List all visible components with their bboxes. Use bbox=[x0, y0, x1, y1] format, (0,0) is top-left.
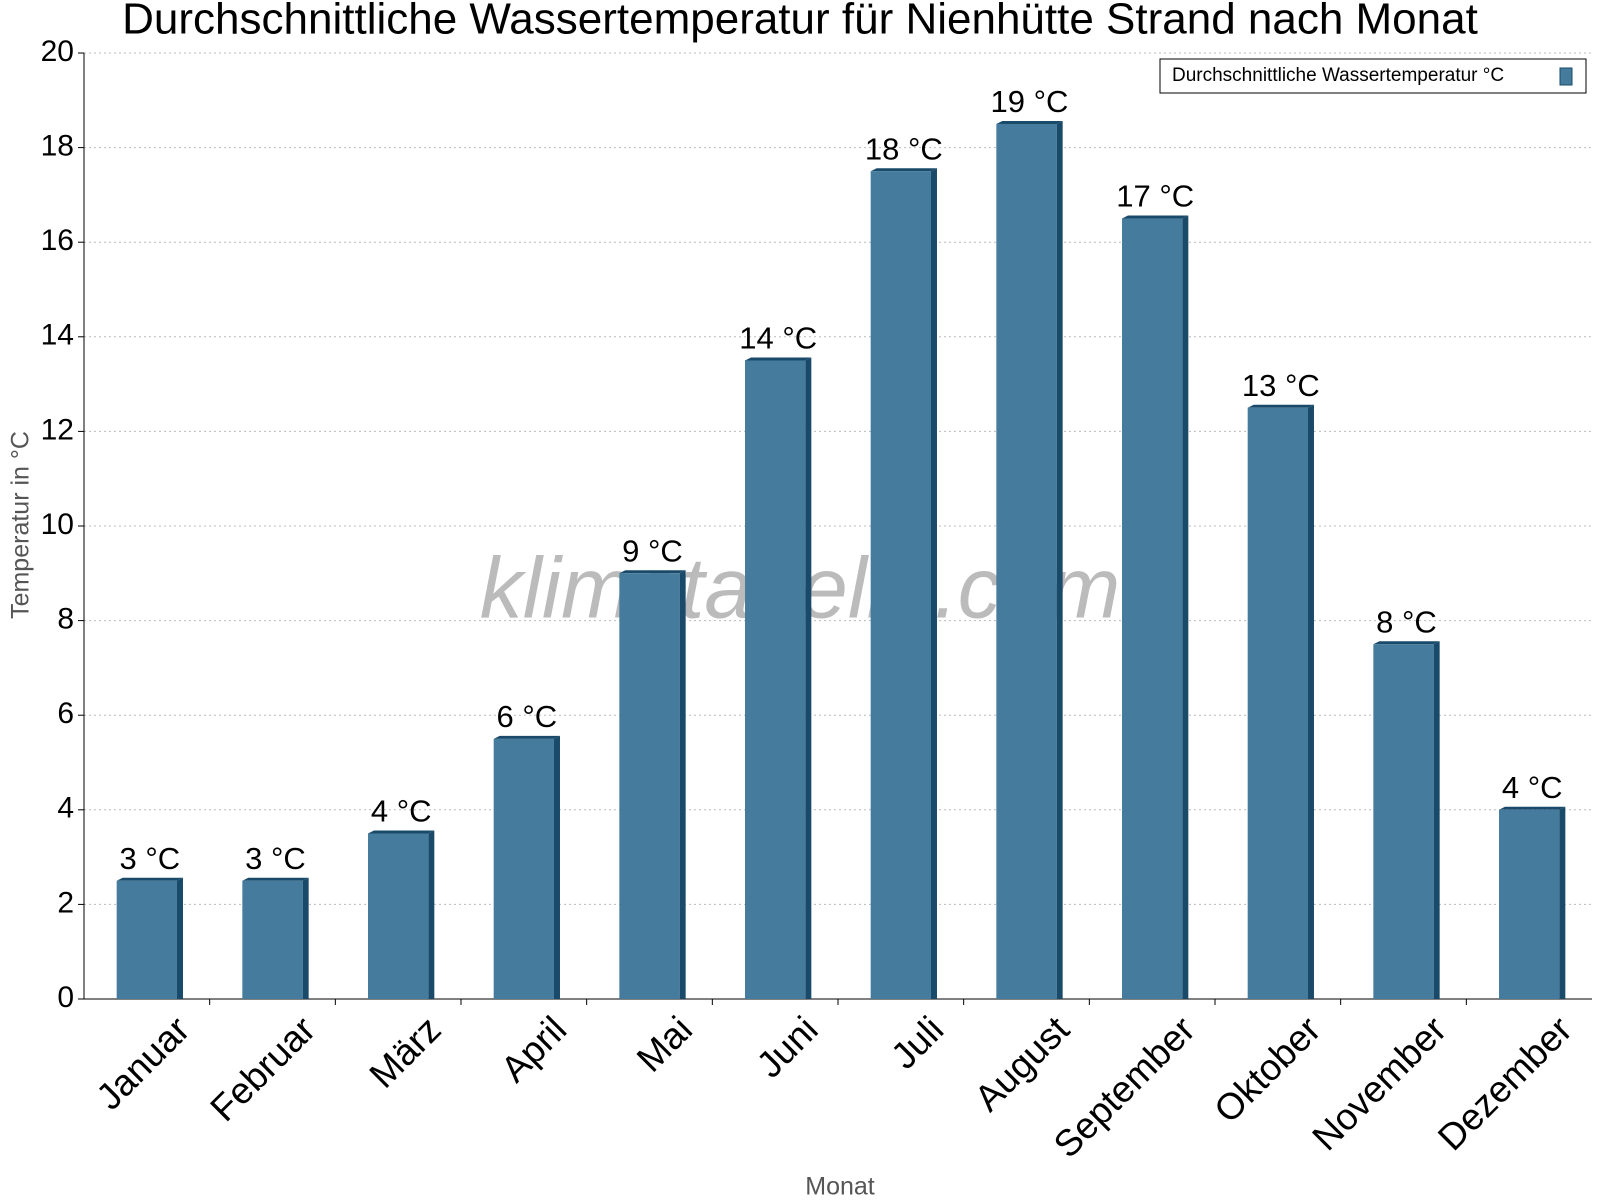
x-tick-label: Dezember bbox=[1430, 1009, 1580, 1159]
bar-top bbox=[116, 877, 183, 881]
bar bbox=[242, 880, 303, 999]
value-label: 9 °C bbox=[622, 533, 683, 568]
y-tick-label: 20 bbox=[41, 35, 74, 68]
bar-side bbox=[176, 877, 183, 999]
bar bbox=[493, 738, 554, 999]
y-tick-label: 8 bbox=[57, 603, 74, 636]
bar-top bbox=[242, 877, 309, 881]
legend-swatch bbox=[1559, 67, 1573, 86]
y-tick-label: 6 bbox=[57, 697, 74, 730]
bar bbox=[1499, 809, 1560, 999]
y-tick-label: 10 bbox=[41, 508, 74, 541]
x-tick-label: April bbox=[493, 1009, 574, 1090]
bar-top bbox=[1373, 641, 1440, 645]
value-label: 18 °C bbox=[865, 131, 943, 166]
value-label: 3 °C bbox=[120, 841, 181, 876]
y-tick-label: 18 bbox=[41, 130, 74, 163]
bar-top bbox=[368, 830, 435, 834]
bar-side bbox=[553, 735, 560, 999]
value-label: 8 °C bbox=[1376, 604, 1437, 639]
value-label: 13 °C bbox=[1242, 368, 1320, 403]
bar-side bbox=[302, 877, 309, 999]
x-tick-label: Februar bbox=[202, 1009, 323, 1130]
x-tick-label: November bbox=[1304, 1009, 1454, 1159]
bar-top bbox=[745, 357, 812, 361]
bar bbox=[870, 171, 931, 999]
x-tick-label: Juli bbox=[883, 1009, 951, 1077]
bar-side bbox=[930, 168, 937, 999]
legend-box bbox=[1159, 58, 1587, 94]
chart-title: Durchschnittliche Wassertemperatur für N… bbox=[122, 0, 1478, 44]
bar bbox=[745, 360, 806, 999]
bar bbox=[996, 123, 1057, 999]
value-label: 19 °C bbox=[991, 84, 1069, 119]
value-label: 3 °C bbox=[245, 841, 306, 876]
bar-side bbox=[805, 357, 812, 999]
value-label: 14 °C bbox=[739, 321, 817, 356]
bar-side bbox=[428, 830, 435, 999]
bar bbox=[619, 573, 680, 999]
value-label: 6 °C bbox=[497, 699, 558, 734]
x-tick-label: Oktober bbox=[1206, 1009, 1328, 1131]
x-axis-title: Monat bbox=[805, 1173, 875, 1200]
value-label: 4 °C bbox=[371, 794, 432, 829]
value-label: 4 °C bbox=[1502, 770, 1563, 805]
bar-side bbox=[1559, 806, 1566, 999]
value-label: 17 °C bbox=[1116, 179, 1194, 214]
bar bbox=[368, 833, 429, 999]
bar-top bbox=[619, 570, 686, 574]
x-tick-label: August bbox=[967, 1008, 1078, 1119]
y-tick-label: 14 bbox=[41, 319, 74, 352]
bar-top bbox=[1122, 215, 1189, 219]
bar-top bbox=[996, 120, 1063, 124]
bar-side bbox=[1433, 641, 1440, 999]
bar bbox=[1247, 407, 1308, 999]
y-tick-label: 0 bbox=[57, 981, 74, 1014]
y-tick-label: 2 bbox=[57, 886, 74, 919]
bar-top bbox=[1499, 806, 1566, 810]
y-tick-label: 16 bbox=[41, 224, 74, 257]
bar-side bbox=[1056, 120, 1063, 999]
bar bbox=[116, 880, 177, 999]
bar-top bbox=[1247, 404, 1314, 408]
x-tick-label: Januar bbox=[88, 1009, 197, 1118]
legend-label: Durchschnittliche Wassertemperatur °C bbox=[1172, 65, 1504, 86]
y-tick-label: 4 bbox=[57, 792, 74, 825]
bar bbox=[1122, 218, 1183, 1000]
bar-side bbox=[1307, 404, 1314, 999]
x-tick-label: März bbox=[362, 1009, 449, 1096]
x-tick-label: Mai bbox=[629, 1009, 700, 1080]
bar bbox=[1373, 644, 1434, 999]
y-axis-title: Temperatur in °C bbox=[7, 431, 35, 619]
x-tick-label: Juni bbox=[749, 1009, 826, 1086]
y-tick-label: 12 bbox=[41, 413, 74, 446]
bar-side bbox=[679, 570, 686, 999]
bar-top bbox=[870, 168, 937, 172]
bar-side bbox=[1182, 215, 1189, 1000]
bar-top bbox=[493, 735, 560, 739]
